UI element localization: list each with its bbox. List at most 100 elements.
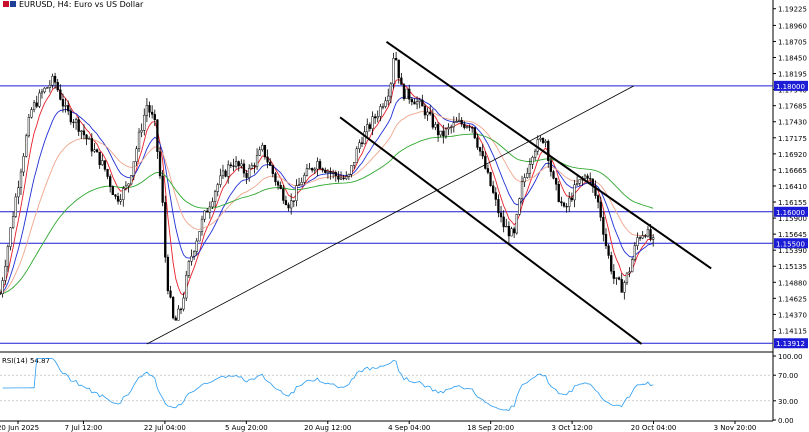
candle-body bbox=[484, 155, 487, 169]
candle bbox=[492, 180, 495, 195]
candle bbox=[326, 168, 330, 179]
candle bbox=[381, 103, 385, 110]
candle bbox=[30, 107, 33, 119]
candle bbox=[405, 88, 408, 99]
candle-body bbox=[59, 89, 62, 100]
candle bbox=[397, 59, 400, 84]
candle-body bbox=[169, 290, 172, 298]
candle-body bbox=[452, 122, 455, 128]
candle bbox=[185, 270, 188, 301]
candle-body bbox=[429, 111, 432, 115]
candle-body bbox=[384, 100, 387, 107]
candle bbox=[607, 243, 610, 259]
candle-body bbox=[61, 99, 65, 107]
candle bbox=[224, 169, 227, 178]
price-tick-label: 1.14115 bbox=[778, 327, 807, 335]
candle-body bbox=[85, 134, 88, 140]
candle-body bbox=[339, 177, 343, 180]
candle-body bbox=[271, 165, 274, 174]
trend-lines[interactable] bbox=[146, 40, 712, 345]
candle bbox=[292, 200, 295, 208]
candle bbox=[227, 160, 230, 184]
candle bbox=[596, 194, 600, 209]
time-tick-label: 5 Aug 20:00 bbox=[225, 424, 268, 432]
candle bbox=[523, 173, 526, 187]
candle bbox=[80, 130, 83, 139]
candle-body bbox=[628, 271, 631, 274]
candle bbox=[444, 127, 448, 139]
channel-lower-line[interactable] bbox=[339, 116, 643, 345]
support-trendline[interactable] bbox=[146, 85, 635, 345]
candle-body bbox=[161, 175, 164, 203]
candle-body bbox=[596, 195, 600, 203]
candle-body bbox=[410, 98, 413, 103]
candle-body bbox=[389, 83, 393, 97]
candle bbox=[9, 227, 12, 251]
candle-body bbox=[14, 196, 17, 217]
candle-body bbox=[274, 173, 277, 183]
candle bbox=[316, 157, 319, 177]
candle-body bbox=[408, 88, 411, 100]
price-tick-label: 1.16665 bbox=[778, 167, 807, 175]
candle-body bbox=[381, 106, 385, 108]
candle bbox=[631, 257, 634, 273]
candle bbox=[148, 101, 151, 118]
candle-body bbox=[150, 111, 154, 115]
candle bbox=[116, 192, 120, 205]
time-tick-label: 20 Jun 2025 bbox=[0, 424, 39, 432]
price-axis: 1.192251.189601.187051.184501.181951.179… bbox=[773, 6, 807, 335]
candle bbox=[111, 185, 114, 195]
level-label-text: 1.18000 bbox=[776, 83, 805, 91]
candle bbox=[568, 192, 571, 212]
candle-body bbox=[69, 110, 72, 123]
candle bbox=[32, 100, 36, 113]
candle-body bbox=[554, 177, 558, 185]
horizontal-levels[interactable] bbox=[0, 85, 773, 344]
candle-body bbox=[342, 177, 345, 180]
candle bbox=[211, 197, 214, 210]
candle bbox=[109, 174, 112, 193]
price-tick-label: 1.14370 bbox=[778, 311, 807, 319]
candle bbox=[282, 185, 285, 204]
candle-body bbox=[64, 105, 67, 107]
candle-body bbox=[355, 148, 358, 163]
candle-body bbox=[198, 231, 201, 242]
candle bbox=[334, 170, 337, 182]
candle-body bbox=[130, 175, 133, 185]
candle-body bbox=[284, 200, 288, 205]
candle-body bbox=[67, 105, 70, 112]
candle-body bbox=[573, 184, 576, 201]
time-tick-label: 20 Oct 04:00 bbox=[631, 424, 677, 432]
candle bbox=[38, 89, 41, 109]
candle-body bbox=[562, 202, 566, 207]
candle-body bbox=[40, 91, 44, 94]
candle bbox=[510, 226, 513, 237]
level-label-box bbox=[774, 338, 808, 349]
candle-body bbox=[216, 184, 219, 192]
candle-body bbox=[158, 151, 162, 177]
candle-body bbox=[111, 186, 114, 195]
candle-body bbox=[295, 185, 298, 201]
candle-body bbox=[352, 162, 356, 166]
candle bbox=[150, 105, 154, 119]
candle bbox=[6, 244, 10, 273]
candle-body bbox=[72, 121, 75, 124]
candle bbox=[531, 155, 534, 169]
time-axis: 20 Jun 2025 7 Jul 12:00 22 Jul 04:00 5 Aug … bbox=[0, 421, 756, 432]
candle bbox=[297, 177, 301, 186]
time-tick-label: 3 Oct 12:00 bbox=[552, 424, 593, 432]
candle-body bbox=[604, 234, 608, 247]
rsi-panel: RSI(14) 54.87 100.00 70.00 30.00 0.00 bbox=[0, 353, 803, 425]
candle bbox=[392, 52, 395, 89]
candle-body bbox=[38, 92, 41, 107]
candle-body bbox=[43, 87, 46, 93]
candle-body bbox=[46, 87, 49, 89]
channel-upper-line[interactable] bbox=[385, 40, 712, 270]
candle bbox=[625, 272, 629, 286]
level-label-box bbox=[774, 206, 808, 217]
candle bbox=[258, 146, 261, 156]
candle-body bbox=[457, 120, 461, 122]
candle-body bbox=[329, 171, 332, 174]
candle bbox=[11, 211, 15, 229]
